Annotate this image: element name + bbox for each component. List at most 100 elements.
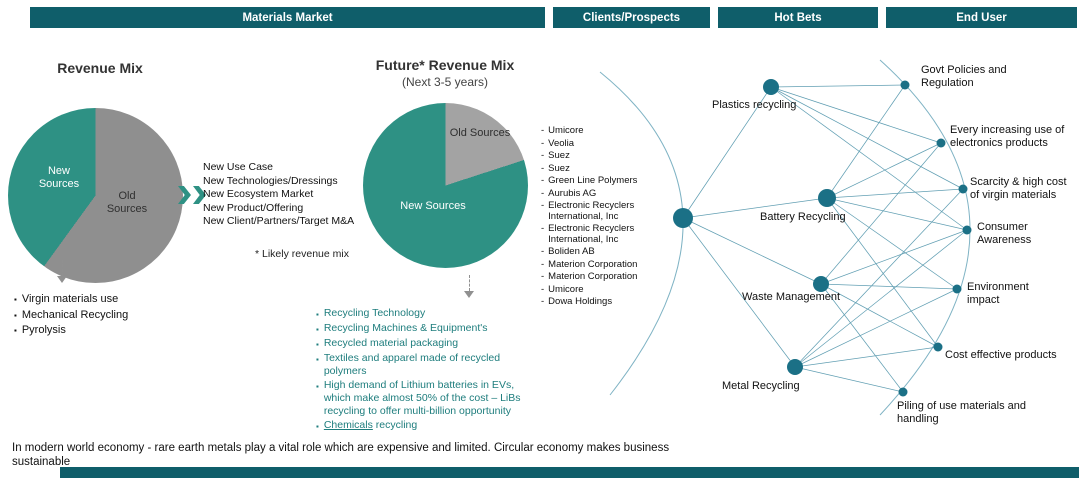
- list-item: - Suez: [541, 162, 663, 175]
- future-opportunities-list: ▪ Recycling Technology ▪ Recycling Machi…: [316, 307, 528, 434]
- end-user-node-scarcity: [958, 184, 968, 194]
- list-item: - Umicore: [541, 283, 663, 296]
- client-name: Suez: [548, 162, 570, 174]
- left-arc: [599, 71, 684, 396]
- header-end-user: End User: [886, 7, 1077, 28]
- dash-bullet-icon: -: [541, 246, 545, 257]
- dash-bullet-icon: -: [541, 150, 545, 161]
- list-item: - Green Line Polymers: [541, 175, 663, 187]
- end-user-node-cost: [933, 342, 943, 352]
- hub-node: [673, 208, 693, 228]
- future-mix-title: Future* Revenue Mix: [375, 57, 515, 73]
- bullet-text: Textiles and apparel made of recycled po…: [323, 352, 501, 377]
- header-materials-market: Materials Market: [30, 7, 545, 28]
- list-item: - Electronic Recyclers International, Inc: [541, 223, 663, 245]
- client-name: Electronic Recyclers International, Inc: [548, 200, 635, 222]
- hot-bet-label-metal: Metal Recycling: [722, 380, 800, 392]
- client-name: Boliden AB: [548, 246, 595, 257]
- end-user-label-govt: Govt Policies and Regulation: [921, 64, 1007, 89]
- dash-bullet-icon: -: [541, 200, 545, 211]
- end-user-label-cost: Cost effective products: [945, 349, 1057, 361]
- hot-bet-node-plastics: [763, 79, 779, 95]
- transition-list: New Use Case New Technologies/Dressings …: [203, 161, 363, 229]
- revenue-mix-bullet-list: ▪ Virgin materials use ▪ Mechanical Recy…: [14, 292, 128, 339]
- square-bullet-icon: ▪: [316, 382, 319, 391]
- square-bullet-icon: ▪: [14, 295, 17, 304]
- bullet-text: Recycled material packaging: [323, 337, 459, 349]
- end-user-node-consumer: [962, 225, 972, 235]
- header-hot-bets: Hot Bets: [718, 7, 878, 28]
- client-name: Suez: [548, 150, 570, 161]
- client-name: Veolia: [548, 137, 575, 149]
- dash-bullet-icon: -: [541, 175, 545, 186]
- list-item: New Use Case: [203, 161, 274, 173]
- end-user-label-environment: Environment impact: [967, 281, 1029, 306]
- end-user-label-electronics: Every increasing use of electronics prod…: [950, 124, 1065, 149]
- list-item: - Dowa Holdings: [541, 296, 663, 308]
- list-item: - Umicore: [541, 125, 663, 137]
- dash-bullet-icon: -: [541, 223, 545, 234]
- end-user-label-piling: Piling of use materials and handling: [897, 400, 1027, 425]
- revenue-mix-title: Revenue Mix: [57, 60, 143, 76]
- list-item: ▪ Recycled material packaging: [316, 337, 528, 351]
- dash-bullet-icon: -: [541, 258, 545, 270]
- pie2-new-sources-label: New Sources: [400, 200, 466, 212]
- hot-bet-node-metal: [787, 359, 803, 375]
- clients-list: - Umicore - Veolia - Suez - Suez - Green Line…: [541, 125, 663, 310]
- list-item: ▪ Recycling Machines & Equipment's: [316, 322, 528, 336]
- list-item: ▪ High demand of Lithium batteries in EV…: [316, 379, 528, 418]
- list-item: - Materion Corporation: [541, 271, 663, 283]
- bullet-text: Mechanical Recycling: [21, 308, 129, 321]
- client-name: Green Line Polymers: [548, 175, 638, 186]
- square-bullet-icon: ▪: [14, 310, 17, 320]
- client-name: Umicore: [548, 283, 584, 295]
- future-mix-subtitle: (Next 3-5 years): [401, 75, 489, 89]
- bullet-text: High demand of Lithium batteries in EVs,…: [323, 379, 521, 417]
- hot-bet-label-waste: Waste Management: [742, 291, 841, 303]
- list-item: New Ecosystem Market: [203, 188, 314, 200]
- list-item: New Client/Partners/Target M&A: [203, 215, 355, 227]
- client-name: Electronic Recyclers International, Inc: [548, 223, 635, 245]
- client-name: Dowa Holdings: [548, 296, 613, 307]
- bullet-text: Pyrolysis: [21, 324, 66, 336]
- client-name: Materion Corporation: [548, 258, 638, 270]
- list-item: New Technologies/Dressings: [203, 174, 338, 187]
- dash-bullet-icon: -: [541, 187, 545, 199]
- square-bullet-icon: ▪: [316, 310, 319, 319]
- square-bullet-icon: ▪: [316, 340, 319, 349]
- bottom-bar: [60, 467, 1079, 478]
- hot-bet-node-battery: [818, 189, 836, 207]
- dash-bullet-icon: -: [541, 125, 545, 136]
- footer-text: In modern world economy - rare earth met…: [12, 442, 670, 468]
- end-user-node-environment: [952, 284, 962, 294]
- list-item: ▪ Mechanical Recycling: [14, 308, 128, 324]
- pie1-old-sources-label: Old Sources: [106, 190, 148, 215]
- dash-bullet-icon: -: [541, 296, 545, 307]
- end-user-node-piling: [898, 387, 908, 397]
- dash-bullet-icon: -: [541, 137, 545, 149]
- likely-revenue-mix-note: * Likely revenue mix: [255, 248, 349, 260]
- revenue-mix-pie-chart: New Sources Old Sources: [8, 108, 183, 283]
- chevron-right-icon: [178, 186, 191, 204]
- client-name: Materion Corporation: [548, 271, 638, 282]
- dash-bullet-icon: -: [541, 162, 545, 174]
- end-user-label-consumer: Consumer Awareness: [977, 221, 1032, 246]
- bullet-text-rest: recycling: [372, 419, 418, 431]
- hot-bet-node-waste: [813, 276, 829, 292]
- list-item: ▪ Pyrolysis: [14, 323, 128, 339]
- hot-bet-label-plastics: Plastics recycling: [712, 99, 797, 111]
- dash-bullet-icon: -: [541, 283, 545, 295]
- bullet-text: Virgin materials use: [21, 293, 119, 305]
- future-mix-pie-chart: Old Sources New Sources: [363, 103, 528, 268]
- list-item: - Boliden AB: [541, 246, 663, 258]
- list-item: - Suez: [541, 150, 663, 162]
- list-item: ▪ Chemicals recycling: [316, 419, 528, 433]
- square-bullet-icon: ▪: [14, 326, 17, 335]
- bullet-text: Recycling Machines & Equipment's: [323, 322, 488, 334]
- list-item: - Veolia: [541, 137, 663, 150]
- client-name: Umicore: [548, 125, 584, 136]
- list-item: ▪ Textiles and apparel made of recycled …: [316, 352, 528, 378]
- bullet-text: Recycling Technology: [323, 307, 426, 319]
- list-item: - Aurubis AG: [541, 187, 663, 200]
